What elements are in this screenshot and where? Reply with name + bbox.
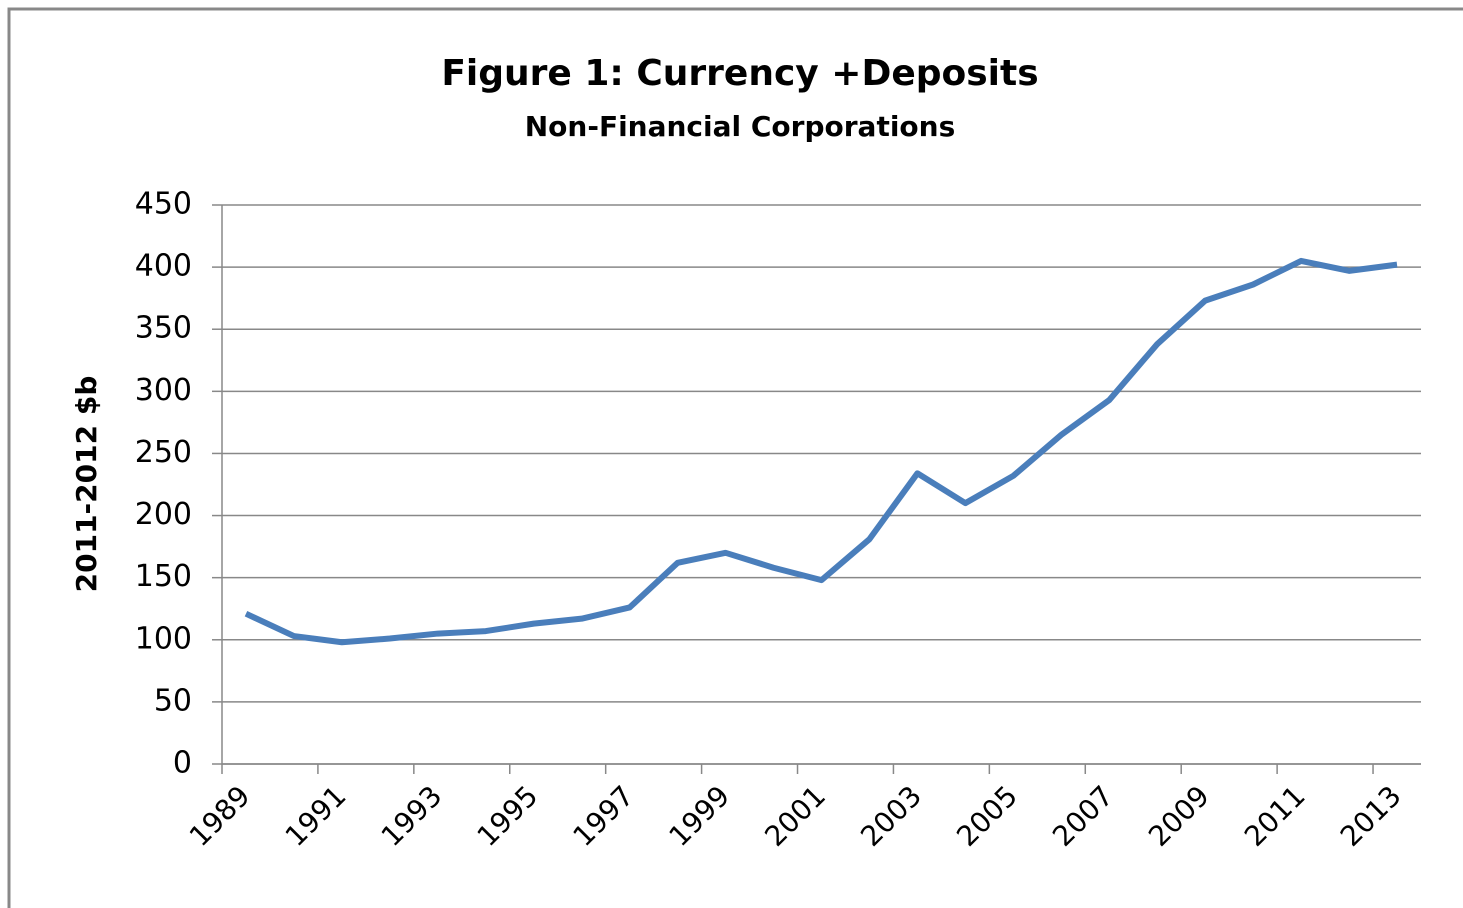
y-tick-label: 150 (135, 559, 192, 594)
y-tick-label: 400 (135, 249, 192, 284)
y-axis-label: 2011-2012 $b (70, 376, 103, 593)
chart-subtitle: Non-Financial Corporations (525, 110, 956, 143)
chart-frame (7, 7, 1463, 908)
y-tick-label: 0 (173, 746, 192, 781)
data-line (244, 257, 1398, 646)
y-tick-label: 350 (135, 311, 192, 346)
chart-title: Figure 1: Currency +Deposits (441, 53, 1038, 94)
y-tick-label: 300 (135, 373, 192, 408)
y-tick-label: 250 (135, 435, 192, 470)
y-tick-label: 200 (135, 497, 192, 532)
y-tick-label: 450 (135, 187, 192, 222)
y-tick-label: 50 (154, 683, 192, 718)
y-tick-label: 100 (135, 621, 192, 656)
